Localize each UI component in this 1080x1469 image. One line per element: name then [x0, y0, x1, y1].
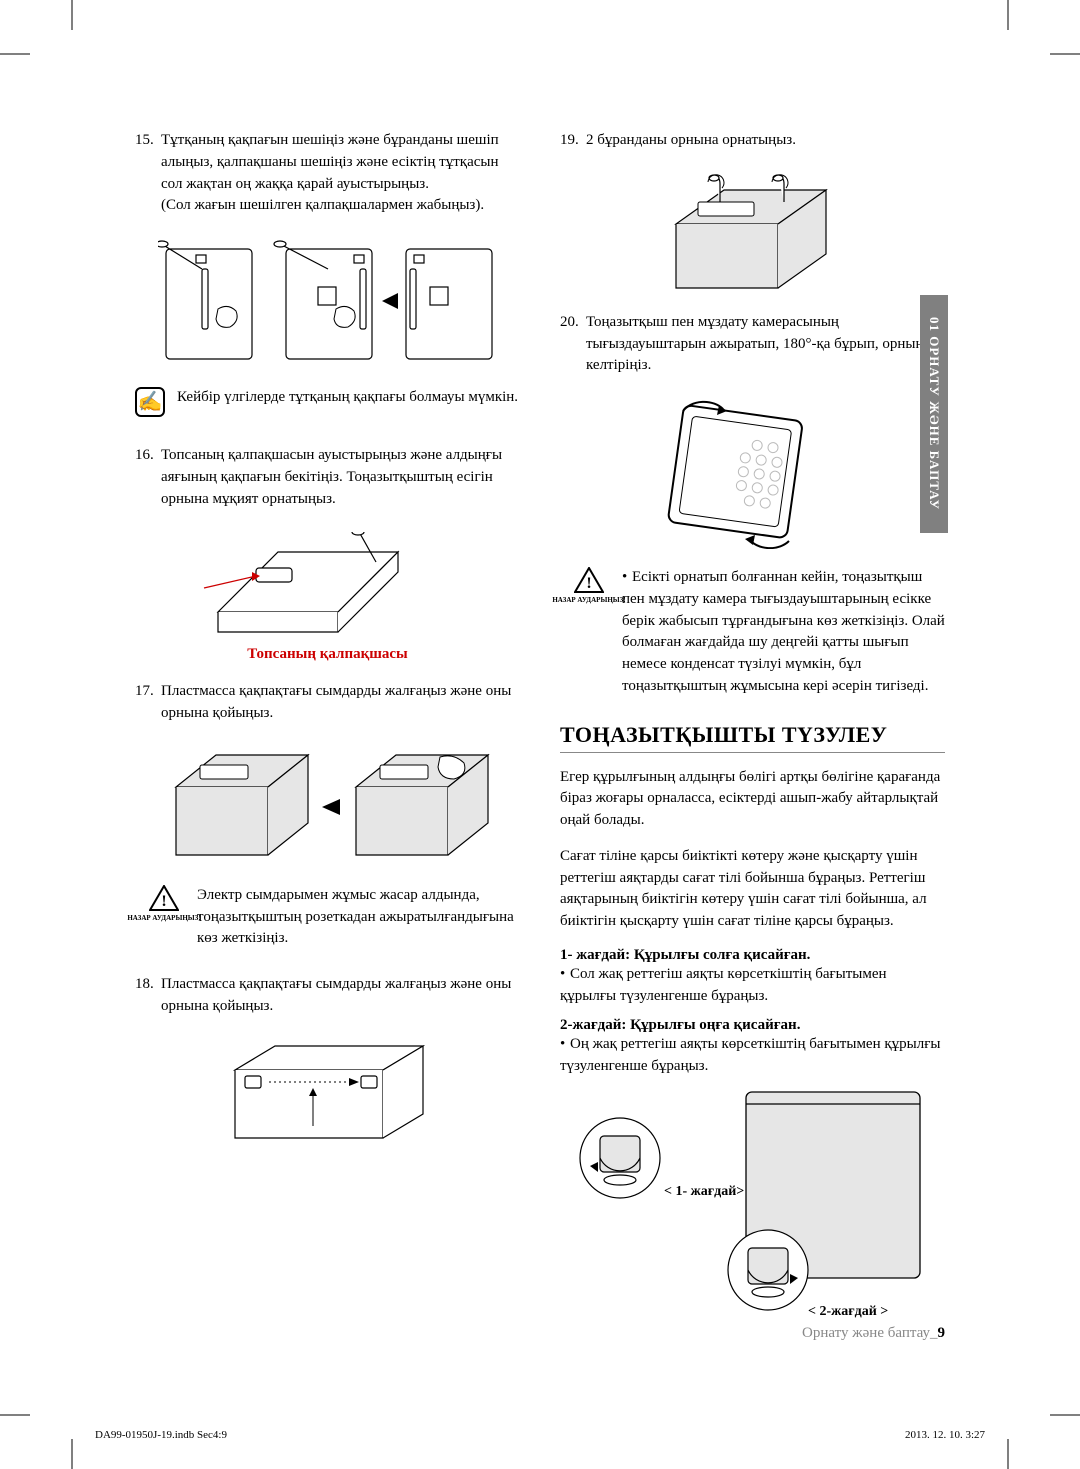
step-number: 20. [560, 312, 586, 377]
step-text: Пластмасса қақпақтағы сымдарды жалғаңыз … [161, 681, 520, 725]
left-column: 15. Тұтқаның қақпағын шешіңіз және бұран… [135, 130, 520, 1336]
step-17: 17. Пластмасса қақпақтағы сымдарды жалға… [135, 681, 520, 725]
warning-text: Есікті орнатып болғаннан кейін, тоңазытқ… [622, 569, 945, 694]
warning-label: НАЗАР АУДАРЫҢЫЗ! [127, 913, 200, 923]
step-paren: (Сол жағын шешілген қалпақшалармен жабың… [161, 197, 484, 213]
warning-block: ! НАЗАР АУДАРЫҢЫЗ! Электр сымдарымен жұм… [135, 885, 520, 950]
step-18: 18. Пластмасса қақпақтағы сымдарды жалға… [135, 974, 520, 1018]
step-15: 15. Тұтқаның қақпағын шешіңіз және бұран… [135, 130, 520, 217]
step-text: 2 бұранданы орнына орнатыңыз. [586, 130, 945, 152]
step-number: 19. [560, 130, 586, 152]
section-title: ТОҢАЗЫТҚЫШТЫ ТҮЗУЛЕУ [560, 722, 945, 753]
step-text: Тоңазытқыш пен мұздату камерасының тығыз… [586, 312, 945, 377]
step-number: 18. [135, 974, 161, 1018]
step-text: Пластмасса қақпақтағы сымдарды жалғаңыз … [161, 974, 520, 1018]
case2-title: 2-жағдай: Құрылғы оңға қисайған. [560, 1017, 945, 1034]
warning-block-2: ! НАЗАР АУДАРЫҢЫЗ! •Есікті орнатып болға… [560, 567, 945, 698]
svg-text:!: ! [161, 893, 166, 910]
step-19: 19. 2 бұранданы орнына орнатыңыз. [560, 130, 945, 152]
doc-timestamp: 2013. 12. 10. 3:27 [905, 1429, 985, 1441]
case1-label: < 1- жағдай> [664, 1184, 744, 1200]
footer-section: Орнату және баптау_ [802, 1325, 937, 1341]
page-footer: Орнату және баптау_9 [802, 1325, 945, 1342]
doc-id: DA99-01950J-19.indb Sec4:9 [95, 1429, 227, 1441]
para-1: Егер құрылғының алдыңғы бөлігі артқы бөл… [560, 767, 945, 832]
figure-leveling: < 1- жағдай> < 2-жағдай > [560, 1088, 945, 1318]
side-tab: 01 ОРНАТУ ЖӘНЕ БАПТАУ [920, 295, 948, 533]
figure-step19 [560, 174, 945, 294]
figure-step20 [560, 399, 945, 549]
figure-step17 [135, 747, 520, 867]
case2-body: Оң жақ реттегіш аяқты көрсеткіштің бағыт… [560, 1036, 940, 1074]
warning-icon: ! [149, 885, 179, 911]
figure-step18 [135, 1040, 520, 1145]
step-text: Топсаның қалпақшасын ауыстырыңыз және ал… [161, 445, 520, 510]
step-16: 16. Топсаның қалпақшасын ауыстырыңыз жән… [135, 445, 520, 510]
step-text: Тұтқаның қақпағын шешіңіз және бұранданы… [161, 132, 499, 192]
step-number: 16. [135, 445, 161, 510]
note-icon: ✍ [135, 387, 165, 417]
step-20: 20. Тоңазытқыш пен мұздату камерасының т… [560, 312, 945, 377]
note-block: ✍ Кейбір үлгілерде тұтқаның қақпағы болм… [135, 387, 520, 417]
figure-step15 [135, 239, 520, 369]
case1-body: Сол жақ реттегіш аяқты көрсеткіштің бағы… [560, 966, 887, 1004]
right-column: 19. 2 бұранданы орнына орнатыңыз. [560, 130, 945, 1336]
doc-meta-footer: DA99-01950J-19.indb Sec4:9 2013. 12. 10.… [95, 1429, 985, 1441]
para-2: Сағат тіліне қарсы биіктікті көтеру және… [560, 846, 945, 933]
case2-label: < 2-жағдай > [808, 1304, 888, 1320]
warning-icon: ! [574, 567, 604, 593]
step-number: 15. [135, 130, 161, 217]
page-number: 9 [938, 1325, 946, 1341]
warning-label: НАЗАР АУДАРЫҢЫЗ! [552, 595, 625, 605]
step-number: 17. [135, 681, 161, 725]
warning-text: Электр сымдарымен жұмыс жасар алдында, т… [197, 885, 520, 950]
svg-text:!: ! [586, 575, 591, 592]
case1-title: 1- жағдай: Құрылғы солға қисайған. [560, 947, 945, 964]
page-content: 01 ОРНАТУ ЖӘНЕ БАПТАУ 15. Тұтқаның қақпа… [135, 130, 945, 1360]
figure-step16: Топсаның қалпақшасы [135, 532, 520, 663]
hinge-label: Топсаның қалпақшасы [135, 646, 520, 663]
note-text: Кейбір үлгілерде тұтқаның қақпағы болмау… [177, 387, 518, 409]
